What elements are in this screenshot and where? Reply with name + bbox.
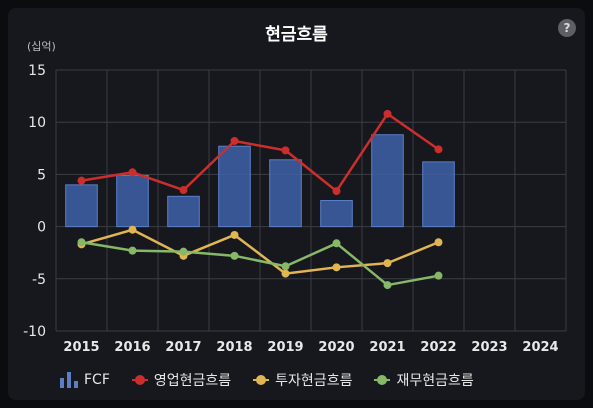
series-point[interactable] [332, 187, 341, 196]
x-tick-label: 2018 [216, 340, 252, 355]
help-icon[interactable]: ? [558, 19, 576, 37]
y-tick-label: 5 [37, 167, 46, 183]
fcf-bar[interactable] [65, 184, 98, 228]
x-tick-label: 2023 [471, 340, 507, 355]
legend-label: 재무현금흐름 [396, 373, 474, 389]
chart-title: 현금흐름 [265, 25, 328, 45]
x-tick-label: 2020 [318, 340, 354, 355]
series-point[interactable] [77, 238, 86, 247]
y-tick-label: 15 [28, 63, 46, 79]
x-tick-label: 2024 [522, 340, 558, 355]
series-point[interactable] [332, 239, 341, 248]
legend-label: 투자현금흐름 [275, 373, 353, 389]
series-point[interactable] [179, 247, 188, 256]
fcf-bar[interactable] [167, 195, 200, 228]
legend-item-investing[interactable]: 투자현금흐름 [253, 370, 352, 390]
fcf-bar[interactable] [116, 174, 149, 228]
series-point[interactable] [434, 238, 443, 247]
x-tick-label: 2019 [267, 340, 303, 355]
series-point[interactable] [434, 271, 443, 280]
series-point[interactable] [230, 230, 239, 239]
legend-item-financing[interactable]: 재무현금흐름 [374, 370, 474, 390]
x-tick-label: 2021 [369, 340, 405, 355]
bar-series [65, 134, 455, 228]
line-series [77, 109, 443, 290]
x-tick-label: 2022 [420, 340, 456, 355]
series-point[interactable] [128, 168, 137, 177]
x-tick-label: 2016 [114, 340, 150, 355]
legend: FCF 영업현금흐름 투자현금흐름 재무현금흐름 [60, 370, 474, 390]
series-point[interactable] [128, 225, 137, 234]
series-point[interactable] [434, 145, 443, 154]
series-line-2 [81, 228, 439, 275]
legend-item-fcf[interactable]: FCF [60, 372, 110, 388]
bar-chart-icon [60, 372, 78, 388]
series-point[interactable] [383, 109, 392, 118]
y-tick-label: 10 [28, 115, 46, 131]
legend-label: FCF [84, 372, 110, 388]
series-point[interactable] [332, 263, 341, 272]
y-tick-label: -10 [23, 324, 46, 340]
fcf-bar[interactable] [371, 134, 404, 228]
series-point[interactable] [383, 259, 392, 268]
grid [55, 69, 567, 332]
series-point[interactable] [383, 281, 392, 290]
series-point[interactable] [179, 186, 188, 195]
fcf-bar[interactable] [269, 159, 302, 228]
line-marker-icon [131, 372, 148, 388]
x-tick-label: 2017 [165, 340, 201, 355]
series-point[interactable] [281, 269, 290, 278]
line-marker-icon [374, 372, 391, 388]
series-point[interactable] [230, 251, 239, 260]
series-point[interactable] [281, 146, 290, 155]
x-tick-label: 2015 [63, 340, 99, 355]
legend-label: 영업현금흐름 [153, 373, 232, 389]
y-tick-label: 0 [37, 220, 46, 236]
series-point[interactable] [77, 176, 86, 185]
axis-labels: 15 10 5 0 -5 -10 2015 2016 2017 2018 2019 2020 2021 2… [23, 63, 558, 355]
y-tick-label: -5 [32, 272, 46, 288]
legend-item-operating[interactable]: 영업현금흐름 [131, 370, 232, 390]
series-line-1 [81, 112, 440, 193]
series-line-3 [81, 241, 439, 287]
series-point[interactable] [128, 246, 137, 255]
y-axis-unit-label: (십억) [27, 40, 56, 53]
fcf-bar[interactable] [422, 161, 455, 228]
line-marker-icon [253, 372, 270, 388]
series-point[interactable] [281, 262, 290, 271]
fcf-bar[interactable] [320, 200, 353, 228]
series-point[interactable] [230, 136, 239, 145]
fcf-bar[interactable] [218, 145, 251, 228]
